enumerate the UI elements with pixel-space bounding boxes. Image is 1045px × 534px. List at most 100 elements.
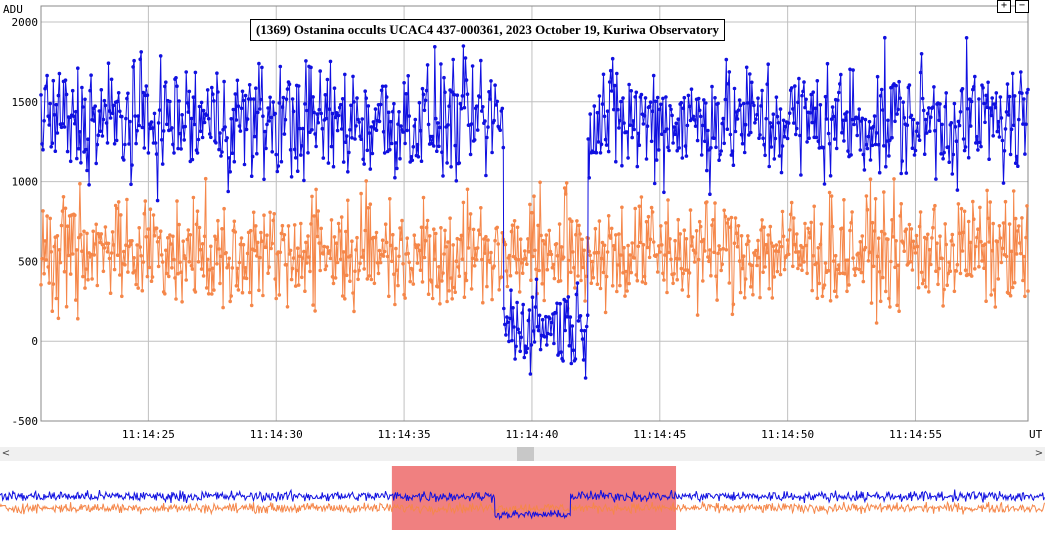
data-point-target (795, 126, 799, 131)
data-point-comparison (920, 281, 925, 286)
data-point-target (265, 122, 269, 127)
data-point-comparison (204, 286, 209, 290)
data-point-comparison (294, 268, 299, 273)
data-point-target (182, 138, 186, 142)
data-point-comparison (51, 282, 56, 286)
data-point-comparison (99, 232, 104, 236)
data-point-comparison (830, 224, 835, 229)
data-point-target (698, 114, 703, 119)
data-point-target (352, 100, 356, 104)
data-point-comparison (79, 232, 83, 237)
data-point-comparison (179, 270, 183, 275)
data-point-comparison (815, 296, 820, 301)
data-point-target (671, 141, 675, 145)
data-point-target (583, 376, 588, 380)
data-point-comparison (771, 244, 776, 248)
data-point-target (917, 138, 922, 142)
data-point-comparison (764, 242, 768, 247)
data-point-comparison (73, 213, 77, 217)
data-point-target (62, 125, 67, 129)
data-point-target (123, 142, 127, 147)
data-point-target (509, 288, 513, 293)
data-point-comparison (731, 302, 736, 307)
data-point-comparison (458, 237, 463, 242)
data-point-comparison (673, 238, 677, 243)
data-point-comparison (119, 213, 123, 217)
data-point-target (302, 178, 306, 183)
zoom-out-button[interactable]: − (1015, 0, 1029, 13)
x-axis-label: UT (1029, 428, 1043, 441)
data-point-comparison (269, 246, 273, 251)
data-point-target (926, 111, 930, 116)
data-point-comparison (467, 226, 472, 231)
data-point-target (807, 136, 811, 140)
data-point-comparison (222, 206, 226, 211)
horizontal-scrollbar[interactable]: < > (0, 447, 1045, 461)
data-point-target (79, 161, 83, 165)
data-point-comparison (278, 250, 283, 255)
data-point-comparison (982, 266, 986, 271)
data-point-target (952, 101, 957, 106)
data-point-target (39, 93, 43, 97)
data-point-comparison (243, 266, 248, 270)
data-point-comparison (112, 267, 117, 272)
data-point-comparison (571, 250, 575, 254)
data-point-comparison (758, 295, 762, 300)
data-point-comparison (452, 285, 457, 290)
data-point-target (116, 91, 121, 95)
data-point-target (826, 131, 831, 136)
scroll-right-icon[interactable]: > (1034, 448, 1044, 459)
data-point-comparison (247, 290, 252, 295)
data-point-target (800, 93, 804, 98)
data-point-comparison (545, 267, 550, 272)
data-point-target (378, 102, 383, 107)
data-point-target (625, 130, 629, 134)
data-point-target (42, 119, 46, 123)
data-point-comparison (367, 274, 372, 278)
data-point-comparison (483, 251, 487, 255)
data-point-comparison (712, 250, 716, 255)
data-point-comparison (584, 274, 588, 279)
data-point-target (349, 103, 353, 108)
data-point-target (514, 344, 518, 349)
data-point-target (118, 109, 122, 114)
zoom-in-button[interactable]: + (997, 0, 1011, 13)
data-point-target (973, 74, 977, 79)
data-point-comparison (684, 237, 689, 241)
data-point-target (842, 139, 846, 143)
data-point-target (665, 127, 669, 131)
data-point-target (953, 125, 958, 129)
data-point-target (901, 100, 905, 104)
data-point-target (488, 97, 492, 101)
data-point-target (283, 117, 288, 122)
data-point-target (704, 101, 708, 105)
data-point-target (588, 112, 592, 116)
data-point-comparison (168, 233, 172, 237)
data-point-comparison (678, 232, 682, 236)
data-point-target (229, 117, 233, 121)
data-point-comparison (610, 284, 615, 288)
scroll-thumb[interactable] (517, 447, 534, 461)
data-point-target (974, 141, 978, 145)
data-point-target (832, 137, 837, 141)
data-point-target (158, 54, 163, 58)
data-point-target (944, 91, 948, 95)
data-point-target (937, 118, 941, 123)
data-point-target (636, 131, 641, 136)
data-point-target (732, 86, 737, 91)
overview-chart[interactable] (0, 466, 1045, 532)
data-point-comparison (187, 260, 192, 264)
data-point-target (535, 324, 540, 329)
data-point-comparison (849, 221, 853, 225)
data-point-target (41, 147, 45, 152)
data-point-target (934, 177, 938, 181)
data-point-target (435, 149, 439, 153)
data-point-comparison (455, 236, 460, 241)
data-point-target (49, 145, 53, 149)
data-point-target (617, 126, 621, 130)
data-point-target (723, 97, 728, 102)
data-point-comparison (401, 261, 405, 266)
data-point-target (862, 168, 867, 172)
data-point-target (885, 139, 889, 143)
scroll-left-icon[interactable]: < (1, 448, 11, 459)
